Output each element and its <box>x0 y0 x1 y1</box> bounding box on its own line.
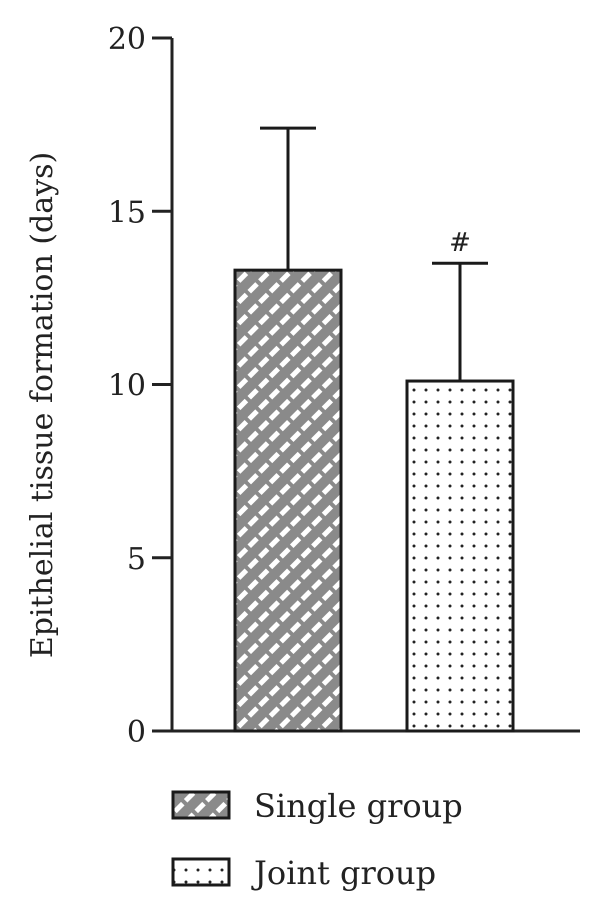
y-axis-label: Epithelial tissue formation (days) <box>25 152 60 658</box>
y-tick-label: 15 <box>108 195 146 230</box>
annotations: # <box>449 228 471 258</box>
error-bars <box>260 126 488 382</box>
y-tick-label: 0 <box>127 715 146 750</box>
significance-mark: # <box>449 228 471 258</box>
bar <box>233 268 343 733</box>
legend-label: Joint group <box>251 854 436 892</box>
y-tick-label: 20 <box>108 22 146 57</box>
y-tick-label: 5 <box>127 542 146 577</box>
legend-label: Single group <box>254 787 463 825</box>
y-tick-label: 10 <box>108 369 146 404</box>
legend-swatch <box>171 857 231 887</box>
legend: Single group Joint group <box>171 787 463 892</box>
bar <box>405 379 515 733</box>
bars <box>233 268 515 733</box>
legend-swatch <box>171 790 231 820</box>
